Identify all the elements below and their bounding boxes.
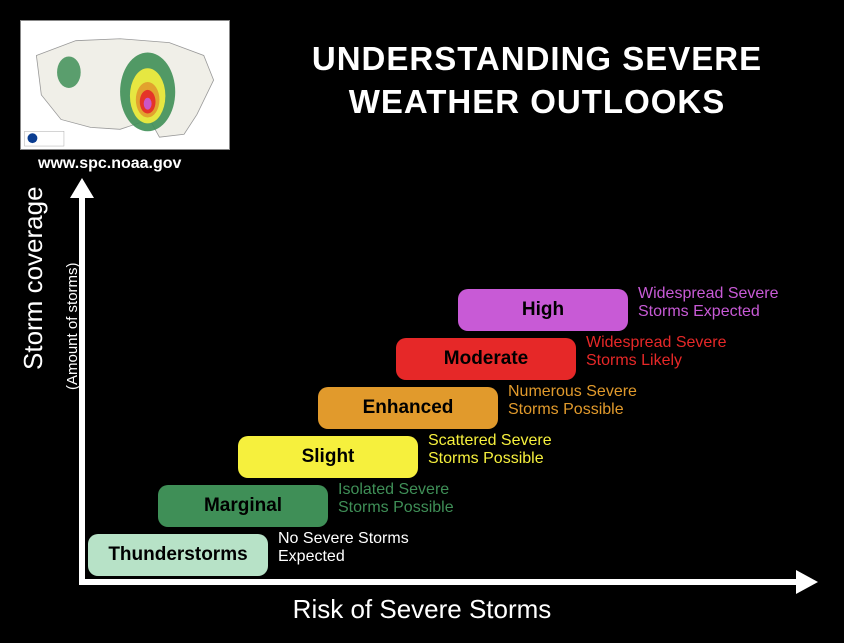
risk-box-slight: Slight bbox=[238, 436, 418, 478]
page-title: UNDERSTANDING SEVERE WEATHER OUTLOOKS bbox=[250, 38, 824, 124]
risk-desc-marginal: Isolated SevereStorms Possible bbox=[338, 481, 454, 518]
risk-box-enhanced: Enhanced bbox=[318, 387, 498, 429]
risk-box-thunderstorms: Thunderstorms bbox=[88, 534, 268, 576]
source-url: www.spc.noaa.gov bbox=[38, 155, 181, 173]
risk-desc-high: Widespread SevereStorms Expected bbox=[638, 285, 779, 322]
risk-box-marginal: Marginal bbox=[158, 485, 328, 527]
risk-desc-moderate: Widespread SevereStorms Likely bbox=[586, 334, 727, 371]
risk-desc-slight: Scattered SevereStorms Possible bbox=[428, 432, 552, 469]
risk-box-high: High bbox=[458, 289, 628, 331]
risk-box-moderate: Moderate bbox=[396, 338, 576, 380]
risk-desc-thunderstorms: No Severe StormsExpected bbox=[278, 530, 409, 567]
chart-axes: Thunderstorms No Severe StormsExpectedMar… bbox=[78, 178, 818, 588]
x-axis-label: Risk of Severe Storms bbox=[0, 594, 844, 625]
y-axis-label: Storm coverage bbox=[18, 186, 49, 370]
map-svg bbox=[21, 21, 229, 149]
spc-outlook-map-thumbnail bbox=[20, 20, 230, 150]
risk-desc-enhanced: Numerous SevereStorms Possible bbox=[508, 383, 637, 420]
